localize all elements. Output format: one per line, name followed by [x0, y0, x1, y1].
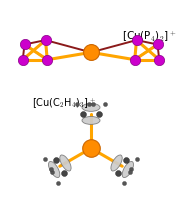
- Point: [46, 58, 49, 61]
- Text: [Cu(P$_4$)$_2$]$^+$: [Cu(P$_4$)$_2$]$^+$: [122, 29, 177, 44]
- Ellipse shape: [82, 116, 100, 124]
- Point: [21, 58, 24, 61]
- Point: [49, 168, 52, 171]
- Point: [91, 103, 94, 106]
- Point: [90, 147, 92, 150]
- Point: [43, 157, 46, 161]
- Point: [130, 168, 133, 171]
- Point: [97, 112, 100, 115]
- Point: [128, 171, 131, 174]
- Point: [23, 43, 26, 46]
- Point: [117, 171, 120, 174]
- Ellipse shape: [82, 103, 100, 111]
- Point: [51, 171, 54, 174]
- Point: [125, 158, 128, 161]
- Ellipse shape: [111, 155, 122, 171]
- Point: [62, 171, 65, 174]
- Ellipse shape: [48, 161, 60, 178]
- Ellipse shape: [60, 155, 71, 171]
- Point: [76, 103, 79, 106]
- Point: [54, 158, 57, 161]
- Point: [136, 157, 139, 161]
- Point: [158, 58, 161, 61]
- Ellipse shape: [122, 161, 134, 178]
- Point: [57, 181, 60, 185]
- Point: [133, 58, 136, 61]
- Point: [44, 39, 47, 42]
- Point: [82, 112, 85, 115]
- Point: [135, 39, 138, 42]
- Point: [122, 181, 125, 185]
- Point: [103, 103, 106, 106]
- Point: [156, 43, 159, 46]
- Point: [90, 51, 92, 54]
- Point: [88, 103, 91, 106]
- Text: [Cu(C$_2$H$_4$)$_3$]$^+$: [Cu(C$_2$H$_4$)$_3$]$^+$: [32, 96, 96, 110]
